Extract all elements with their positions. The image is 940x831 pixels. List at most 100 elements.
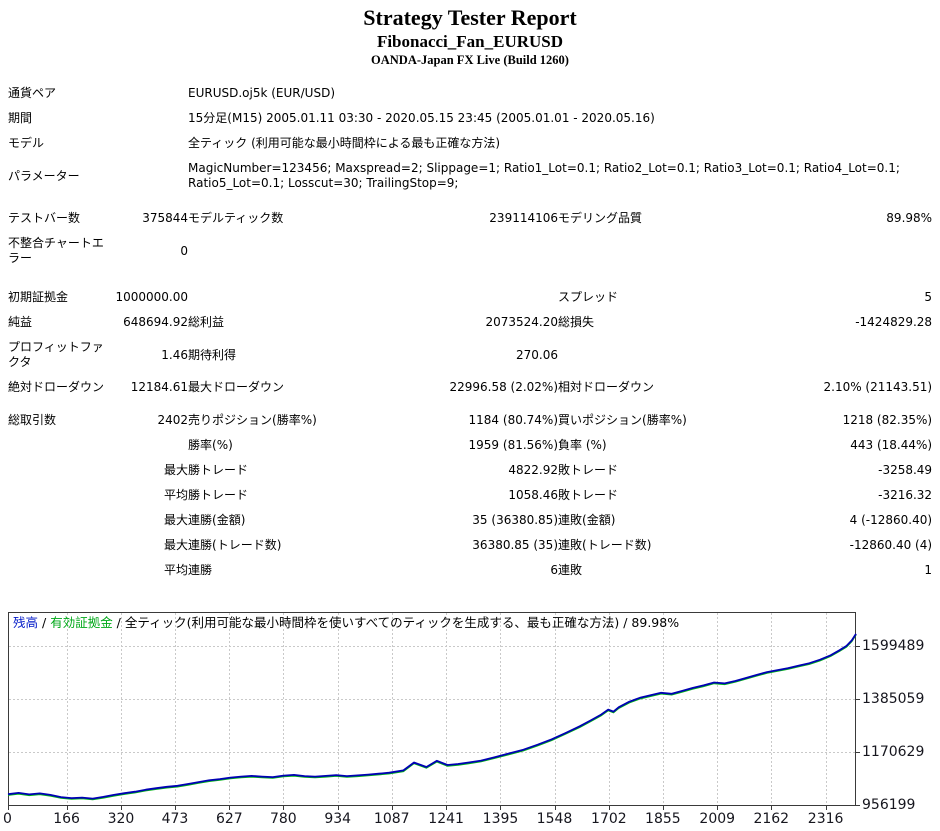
stat-label: 不整合チャートエラー: [8, 236, 104, 265]
balance-line: [7, 633, 857, 800]
stat-value: 270.06: [516, 347, 559, 362]
info-value: 全ティック (利用可能な最小時間枠による最も正確な方法): [188, 136, 501, 150]
stat-value: 6: [550, 563, 559, 577]
x-axis-label: 320: [107, 811, 135, 827]
stat-value: 239114106: [489, 211, 559, 225]
stat-label: モデルティック数: [188, 211, 284, 225]
stat-value: 35 (36380.85): [472, 513, 559, 527]
stat-label: テストバー数: [8, 211, 81, 225]
spacer: [8, 196, 932, 206]
table-row: 最大 連勝(金額) 35 (36380.85) 連敗(金額) 4 (-12860…: [8, 508, 932, 533]
stat-value: 22996.58 (2.02%): [449, 380, 559, 394]
info-value: 15分足(M15) 2005.01.11 03:30 - 2020.05.15 …: [188, 111, 655, 125]
stat-value: [363, 231, 558, 271]
table-row: 最大 連勝(トレード数) 36380.85 (35) 連敗(トレード数) -12…: [8, 533, 932, 558]
table-row: 不整合チャートエラー 0: [8, 231, 932, 271]
stat-value: 5: [924, 290, 933, 304]
info-label: モデル: [8, 136, 45, 150]
stat-label: 最大ドローダウン: [188, 380, 285, 394]
x-axis-label: 1395: [482, 811, 519, 827]
stat-value: 0: [180, 243, 189, 258]
stat-value: 648694.92: [123, 315, 189, 329]
stat-value: 2073524.20: [485, 315, 559, 329]
stat-label: 総利益: [188, 315, 225, 329]
stat-value: [738, 231, 932, 271]
stat-label: 連勝(トレード数): [188, 538, 282, 552]
stat-label: 勝率(%): [188, 438, 233, 452]
x-axis-label: 0: [3, 811, 12, 827]
table-row: プロフィットファクタ 1.46 期待利得 270.06: [8, 335, 932, 375]
y-axis-label: 1599489: [862, 638, 925, 654]
table-row: 平均 勝トレード 1058.46 敗トレード -3216.32: [8, 483, 932, 508]
stat-value: 4822.92: [508, 463, 559, 477]
stat-value: 2402: [157, 413, 189, 427]
stat-label: [8, 433, 113, 458]
y-axis-label: 1385059: [862, 691, 925, 707]
stat-label: 総損失: [558, 315, 595, 329]
x-axis-label: 2316: [807, 811, 844, 827]
table-row: テストバー数 375844 モデルティック数 239114106 モデリング品質…: [8, 206, 932, 231]
stat-label: [8, 508, 113, 533]
stat-label: 連勝(金額): [188, 513, 246, 527]
broker-title: OANDA-Japan FX Live (Build 1260): [371, 53, 569, 67]
x-axis-label: 1087: [373, 811, 410, 827]
symbol-title: Fibonacci_Fan_EURUSD: [376, 32, 564, 51]
stat-label: 初期証拠金: [8, 290, 69, 304]
info-label: 期間: [8, 111, 33, 125]
stat-label: [558, 231, 738, 271]
stat-label: 絶対ドローダウン: [8, 380, 105, 394]
stat-label: スプレッド: [558, 290, 619, 304]
stat-value: 最大: [164, 513, 189, 527]
stat-value: 1218 (82.35%): [842, 413, 933, 427]
info-row: 通貨ペア EURUSD.oj5k (EUR/USD): [8, 81, 932, 106]
balance-chart-canvas: [7, 612, 860, 810]
info-label: 通貨ペア: [8, 86, 57, 100]
stat-label: 買いポジション(勝率%): [558, 413, 687, 427]
table-row: 最大 勝トレード 4822.92 敗トレード -3258.49: [8, 458, 932, 483]
stat-value: -3216.32: [878, 488, 933, 502]
stat-label: [558, 335, 738, 375]
stat-label: 連敗(金額): [558, 513, 616, 527]
stat-value: -3258.49: [878, 463, 933, 477]
stat-value: [113, 433, 188, 458]
stat-label: [188, 231, 363, 271]
stat-value: 443 (18.44%): [850, 438, 933, 452]
legend-separator: /: [112, 615, 125, 630]
stat-label: プロフィットファクタ: [8, 340, 104, 369]
stat-value: 1.46: [161, 347, 189, 362]
legend-equity: 有効証拠金: [50, 615, 113, 630]
stat-value: 2.10% (21143.51): [823, 380, 933, 394]
stat-value: 4 (-12860.40): [849, 513, 933, 527]
stat-label: 敗トレード: [558, 463, 619, 477]
table-row: 初期証拠金 1000000.00 スプレッド 5: [8, 285, 932, 310]
stat-label: 勝トレード: [188, 463, 249, 477]
stat-value: -1424829.28: [855, 315, 933, 329]
stat-value: 最大: [164, 463, 189, 477]
stat-value: 1000000.00: [115, 290, 189, 304]
stat-label: 勝トレード: [188, 488, 249, 502]
stat-value: 最大: [164, 538, 189, 552]
stat-label: 売りポジション(勝率%): [188, 413, 317, 427]
table-row: 絶対ドローダウン 12184.61 最大ドローダウン 22996.58 (2.0…: [8, 375, 932, 400]
stat-value: 375844: [142, 211, 189, 225]
x-axis-label: 2009: [699, 811, 736, 827]
spacer: [8, 271, 932, 285]
stat-label: モデリング品質: [558, 211, 643, 225]
stat-value: 1058.46: [508, 488, 559, 502]
info-value: MagicNumber=123456; Maxspread=2; Slippag…: [188, 161, 900, 190]
stat-label: 純益: [8, 315, 33, 329]
stat-label: 期待利得: [188, 347, 237, 362]
stat-value: 平均: [164, 563, 189, 577]
stat-value: -12860.40 (4): [849, 538, 933, 552]
stat-label: [8, 458, 113, 483]
x-axis-label: 1855: [645, 811, 681, 827]
stat-value: 36380.85 (35): [472, 538, 559, 552]
report-table: 通貨ペア EURUSD.oj5k (EUR/USD) 期間 15分足(M15) …: [8, 81, 932, 583]
info-row: 期間 15分足(M15) 2005.01.11 03:30 - 2020.05.…: [8, 106, 932, 131]
balance-chart: 残高 / 有効証拠金 / 全ティック(利用可能な最小時間枠を使いすべてのティック…: [7, 612, 860, 810]
legend-balance: 残高: [13, 615, 39, 630]
x-axis-label: 2162: [753, 811, 790, 827]
stat-label: [8, 533, 113, 558]
stat-label: [8, 558, 113, 583]
x-axis-label: 1702: [591, 811, 627, 827]
